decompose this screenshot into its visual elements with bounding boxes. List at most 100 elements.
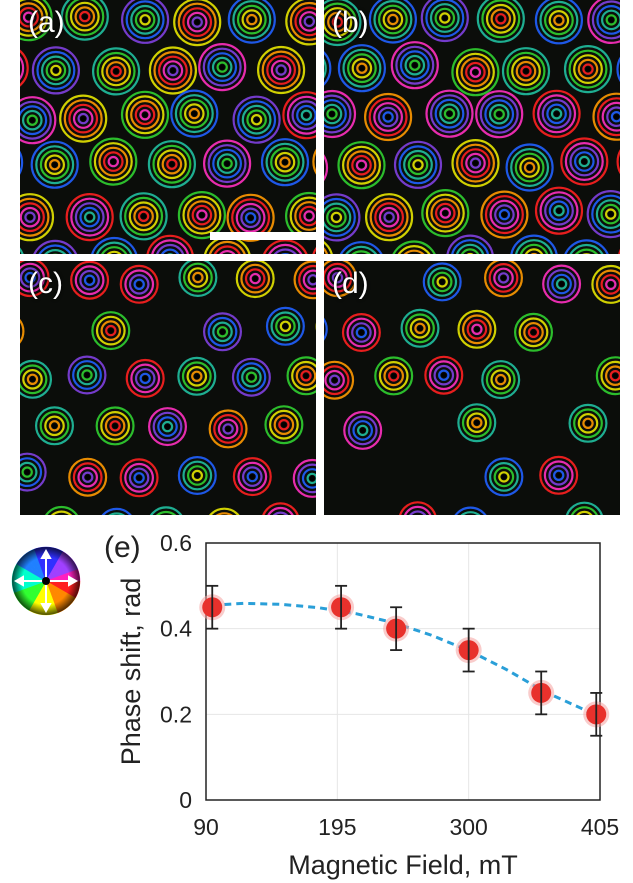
data-points-layer xyxy=(199,584,610,737)
skyrmion-c-50 xyxy=(209,507,240,515)
skyrmion-c-23 xyxy=(20,359,52,399)
skyrmion-b-32 xyxy=(324,154,329,182)
skyrmion-a-36 xyxy=(203,139,252,188)
skyrmion-c-44 xyxy=(292,458,316,498)
skyrmion-c-18 xyxy=(203,312,243,352)
skyrmion-d-29 xyxy=(539,455,579,495)
color-wheel-center xyxy=(42,577,50,585)
skyrmion-d-33 xyxy=(454,506,487,515)
skyrmion-lattice-c xyxy=(20,261,316,515)
skyrmion-b-36 xyxy=(505,143,554,192)
skyrmion-a-17 xyxy=(31,46,81,95)
skyrmion-a-26 xyxy=(59,94,108,143)
skyrmion-c-27 xyxy=(231,357,271,397)
skyrmion-b-45 xyxy=(534,186,584,235)
skyrmion-d-25 xyxy=(568,403,608,443)
skyrmion-b-27 xyxy=(425,89,474,138)
skyrmion-a-38 xyxy=(312,148,316,175)
skyrmion-d-24 xyxy=(457,403,497,443)
skyrmion-b-34 xyxy=(393,140,443,189)
skyrmion-d-14 xyxy=(514,312,554,352)
skyrmion-c-28 xyxy=(286,356,316,396)
skyrmion-c-31 xyxy=(35,406,74,446)
skyrmion-b-52 xyxy=(510,234,558,254)
micrograph-panel-a: (a) xyxy=(20,0,316,254)
skyrmion-c-34 xyxy=(208,409,248,449)
skyrmion-b-11 xyxy=(420,0,469,43)
skyrmion-d-17 xyxy=(324,360,355,400)
skyrmion-d-6 xyxy=(422,262,462,302)
skyrmion-a-19 xyxy=(148,46,197,95)
skyrmion-c-47 xyxy=(45,505,78,515)
y-tick-label: 0.6 xyxy=(160,530,192,556)
skyrmion-b-9 xyxy=(324,0,362,47)
skyrmion-b-33 xyxy=(337,141,386,190)
data-point xyxy=(199,584,226,630)
skyrmion-b-28 xyxy=(475,90,524,139)
skyrmion-b-13 xyxy=(534,0,583,45)
skyrmion-a-14 xyxy=(285,0,316,46)
x-tick-label: 405 xyxy=(581,814,619,840)
skyrmion-d-8 xyxy=(542,264,582,304)
skyrmion-d-18 xyxy=(374,356,414,396)
phase-shift-chart: (e) 90 195 300 405 0 0.2 0.4 0.6 Magnetic Fiel… xyxy=(104,530,619,880)
skyrmion-d-9 xyxy=(591,264,620,304)
y-tick-label: 0.2 xyxy=(160,701,192,727)
data-point xyxy=(583,692,610,737)
data-point xyxy=(328,584,355,630)
skyrmion-b-49 xyxy=(339,241,383,254)
skyrmion-a-10 xyxy=(60,0,109,41)
skyrmion-b-22 xyxy=(616,56,620,83)
scale-bar xyxy=(210,232,316,240)
skyrmion-a-49 xyxy=(33,239,78,254)
color-wheel-icon xyxy=(11,546,81,616)
skyrmion-b-14 xyxy=(587,0,620,44)
skyrmion-b-46 xyxy=(586,190,620,239)
skyrmion-c-12 xyxy=(178,261,218,297)
fit-curve xyxy=(212,601,597,718)
skyrmion-b-18 xyxy=(390,41,439,90)
skyrmion-a-25 xyxy=(20,96,57,145)
skyrmion-b-42 xyxy=(364,193,414,242)
skyrmion-a-20 xyxy=(198,42,247,92)
skyrmion-b-10 xyxy=(368,0,417,44)
panel-label-c: (c) xyxy=(28,267,63,300)
x-tick-label: 300 xyxy=(449,814,487,840)
skyrmion-c-51 xyxy=(262,502,299,515)
skyrmion-c-16 xyxy=(20,318,25,344)
skyrmion-c-39 xyxy=(20,452,47,492)
skyrmion-d-31 xyxy=(324,508,325,515)
skyrmion-c-35 xyxy=(264,405,304,445)
skyrmion-a-51 xyxy=(146,234,194,254)
skyrmion-b-37 xyxy=(560,137,609,186)
data-point xyxy=(455,627,482,673)
skyrmion-a-50 xyxy=(91,236,138,254)
panel-label-b: (b) xyxy=(332,6,369,39)
skyrmion-a-43 xyxy=(119,192,168,241)
skyrmion-d-12 xyxy=(400,308,440,348)
skyrmion-c-9 xyxy=(20,261,50,298)
skyrmion-b-51 xyxy=(446,234,494,254)
skyrmion-c-10 xyxy=(70,261,110,300)
skyrmion-a-27 xyxy=(120,90,170,139)
skyrmion-b-41 xyxy=(324,193,361,242)
skyrmion-b-43 xyxy=(421,189,470,238)
skyrmion-c-11 xyxy=(119,264,159,304)
skyrmion-a-16 xyxy=(20,49,29,87)
skyrmion-b-53 xyxy=(564,239,609,254)
skyrmion-c-32 xyxy=(95,406,135,446)
skyrmion-a-29 xyxy=(232,95,281,144)
x-tick-label: 195 xyxy=(318,814,356,840)
skyrmion-a-41 xyxy=(20,193,55,242)
skyrmion-d-7 xyxy=(484,261,523,298)
skyrmion-a-42 xyxy=(65,193,114,242)
skyrmion-b-20 xyxy=(501,47,551,96)
skyrmion-a-44 xyxy=(177,191,226,240)
skyrmion-a-30 xyxy=(282,91,316,140)
y-tick-label: 0 xyxy=(179,787,192,813)
skyrmion-d-32 xyxy=(399,501,437,515)
y-tick-labels: 0 0.2 0.4 0.6 xyxy=(160,530,192,813)
skyrmion-d-5 xyxy=(324,261,357,298)
skyrmion-c-19 xyxy=(265,306,305,346)
data-point xyxy=(528,670,555,716)
